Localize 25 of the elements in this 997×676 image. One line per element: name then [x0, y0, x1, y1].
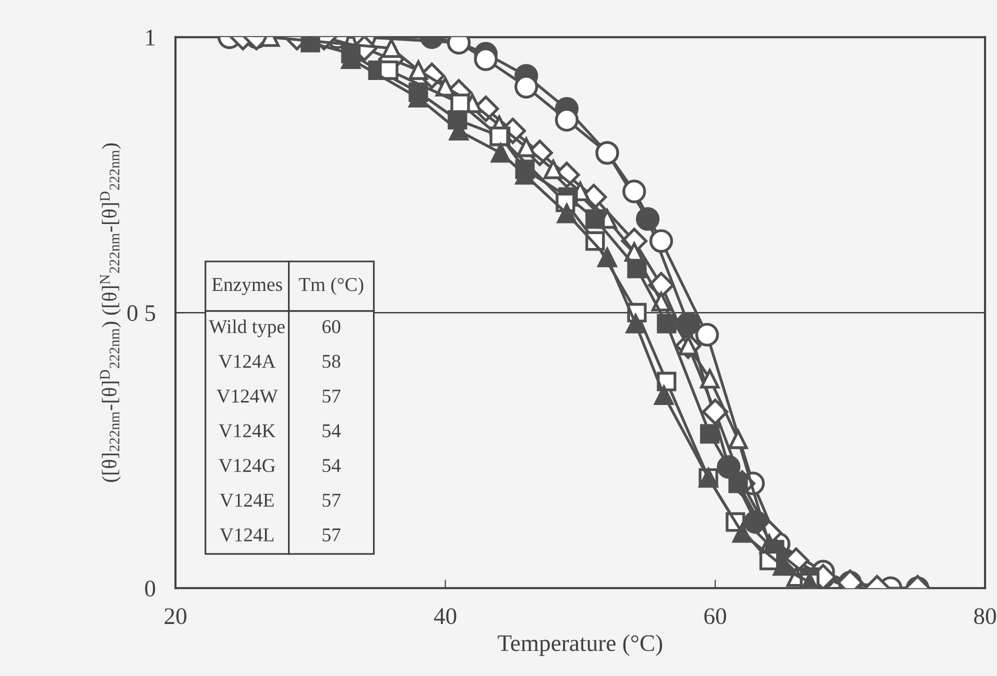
- annotation: V124L: [220, 528, 274, 542]
- y-tick-label: 0 5: [127, 305, 156, 322]
- annotation: 57: [322, 390, 340, 403]
- text: ([θ]$_{222nm}$-[θ]$^{D}$$_{222nm}$) ([θ]$^{N}$$_{222nm}$-[θ]$^{D}$$_{222nm}$): [100, 143, 121, 482]
- annotation: Tm (°C): [298, 277, 364, 296]
- annotation: 58: [322, 354, 340, 368]
- x-tick-label: 80: [974, 608, 996, 624]
- x-tick-label: 60: [704, 608, 726, 624]
- annotation: V124A: [218, 354, 276, 368]
- y-tick-label: 0: [145, 580, 156, 597]
- annotation: Wild type: [208, 320, 285, 338]
- x-axis-title: Temperature (°C): [498, 634, 662, 656]
- annotation: V124K: [218, 424, 276, 438]
- annotation: V124W: [216, 390, 278, 403]
- annotation: Enzymes: [212, 278, 282, 296]
- annotation: V124E: [220, 494, 274, 507]
- annotation: 57: [322, 494, 340, 507]
- annotation: 54: [322, 459, 341, 472]
- annotation: 54: [322, 424, 341, 438]
- annotation: 57: [322, 528, 340, 542]
- y-tick-label: 1: [146, 30, 155, 46]
- annotation: V124G: [218, 458, 276, 472]
- x-tick-label: 40: [434, 608, 456, 624]
- annotation: 60: [322, 320, 340, 334]
- x-tick-label: 20: [164, 608, 186, 624]
